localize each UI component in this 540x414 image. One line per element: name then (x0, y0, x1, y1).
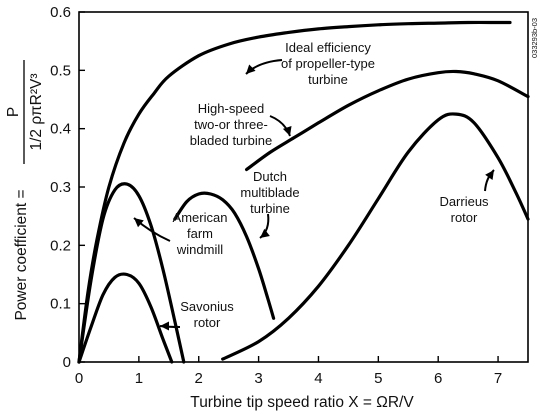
y-tick-label: 0.1 (50, 296, 71, 313)
x-tick-label: 6 (434, 370, 442, 387)
y-tick-label: 0.6 (50, 4, 71, 21)
figure-id: 033293b-03 (530, 18, 539, 58)
dutch-multiblade-label-line: turbine (250, 201, 290, 216)
y-tick-label: 0.5 (50, 62, 71, 79)
ideal-efficiency-label-line: of propeller-type (281, 56, 375, 71)
darrieus-rotor-label-line: rotor (451, 210, 478, 225)
x-axis-title: Turbine tip speed ratio X = ΩR/V (190, 394, 414, 411)
y-axis-ticks: 0 0.1 0.2 0.3 0.4 0.5 0.6 (50, 4, 85, 371)
dutch-multiblade-curve (173, 191, 276, 320)
arrowhead (134, 218, 144, 228)
y-axis-title: Power coefficient = P 1/2 ρπR²V³ (5, 60, 45, 321)
savonius-rotor-label-line: rotor (194, 315, 221, 330)
arrowhead (485, 170, 494, 180)
darrieus-rotor-label-line: Darrieus (439, 194, 489, 209)
american-windmill-curve (77, 182, 186, 364)
x-tick-label: 7 (494, 370, 502, 387)
ideal-efficiency-label-line: Ideal efficiency (285, 40, 371, 55)
y-axis-title-numerator: P (5, 107, 22, 117)
savonius-rotor-label-line: Savonius (180, 299, 234, 314)
x-tick-label: 4 (314, 370, 322, 387)
arrowhead (160, 321, 169, 331)
curves (77, 20, 530, 364)
dutch-multiblade-label-line: multiblade (240, 185, 299, 200)
y-tick-label: 0.2 (50, 237, 71, 254)
x-tick-label: 5 (374, 370, 382, 387)
savonius-rotor-curve (77, 272, 174, 364)
x-tick-label: 1 (135, 370, 143, 387)
y-tick-label: 0.3 (50, 179, 71, 196)
high-speed-turbine-label-line: High-speed (198, 101, 265, 116)
high-speed-turbine-label-line: bladed turbine (190, 133, 272, 148)
y-axis-title-denominator: 1/2 ρπR²V³ (28, 73, 45, 150)
y-axis-title-main: Power coefficient = (13, 189, 30, 320)
ideal-efficiency-curve (77, 20, 512, 364)
arrowhead (246, 64, 256, 74)
arrowhead (260, 228, 270, 238)
high-speed-turbine-curve (245, 69, 530, 172)
x-axis-ticks: 0 1 2 3 4 5 6 7 (75, 356, 502, 387)
y-tick-label: 0.4 (50, 121, 71, 138)
x-tick-label: 0 (75, 370, 83, 387)
high-speed-turbine-label-line: two-or three- (194, 117, 268, 132)
american-windmill-label-line: American (173, 210, 228, 225)
pointer-arrow (269, 115, 291, 137)
american-windmill-label-line: farm (187, 226, 213, 241)
y-tick-label: 0 (63, 354, 71, 371)
x-tick-label: 3 (254, 370, 262, 387)
x-tick-label: 2 (195, 370, 203, 387)
arrowhead (282, 126, 292, 136)
dutch-multiblade-label-line: Dutch (253, 169, 287, 184)
american-windmill-label-line: windmill (176, 242, 223, 257)
ideal-efficiency-label-line: turbine (308, 72, 348, 87)
darrieus-rotor-curve (221, 112, 530, 361)
